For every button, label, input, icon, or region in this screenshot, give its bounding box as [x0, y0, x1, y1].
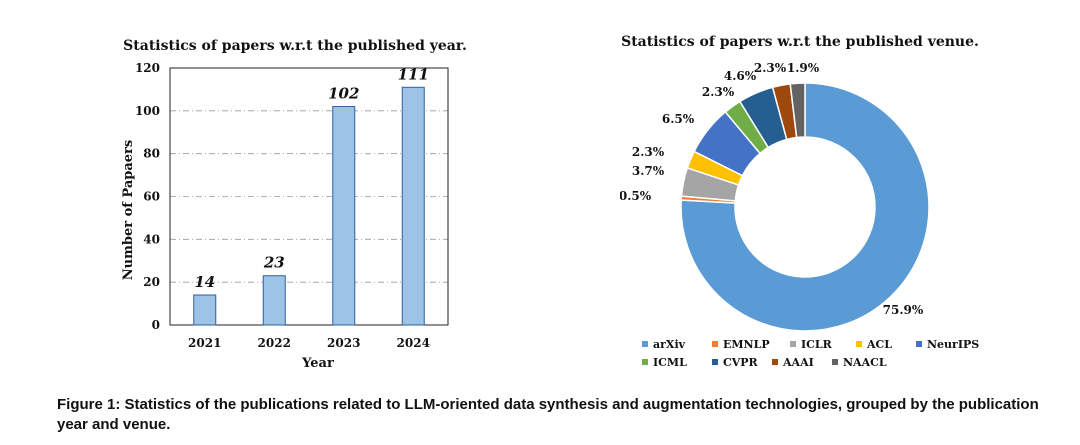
bar-plot-frame — [169, 67, 449, 326]
legend-label: EMNLP — [723, 338, 770, 351]
bar-2021 — [193, 294, 217, 326]
bar-x-ticks: 2021 2022 2023 2024 — [188, 336, 430, 350]
legend-swatch — [856, 341, 862, 347]
bar-y-tick-label: 60 — [143, 190, 160, 204]
legend-label: arXiv — [653, 338, 686, 351]
legend-item-cvpr: CVPR — [712, 356, 759, 369]
legend-swatch — [790, 341, 796, 347]
bar-chart-title: Statistics of papers w.r.t the published… — [123, 38, 467, 54]
donut-chart-title: Statistics of papers w.r.t the published… — [621, 34, 979, 50]
donut-slice-label: 0.5% — [620, 189, 652, 203]
donut-slice-label: 2.3% — [632, 145, 665, 159]
donut-slices — [680, 82, 930, 332]
legend-label: ICML — [653, 356, 687, 369]
legend-item-icml: ICML — [642, 356, 687, 369]
donut-slice-label: 2.3% — [754, 61, 787, 75]
figure-caption: Figure 1: Statistics of the publications… — [57, 396, 1039, 433]
bar-2022 — [262, 275, 286, 326]
bar-2024 — [401, 86, 425, 326]
donut-slice-label: 6.5% — [662, 112, 695, 126]
legend-label: AAAI — [782, 356, 814, 369]
legend-label: CVPR — [723, 356, 759, 369]
bar-y-tick-label: 80 — [143, 147, 160, 161]
bar-x-tick-label: 2022 — [258, 336, 291, 350]
bar-y-tick-label: 40 — [143, 232, 160, 246]
legend-swatch — [712, 341, 718, 347]
bar-data-label: 23 — [263, 254, 285, 272]
bar-x-tick-label: 2021 — [188, 336, 221, 350]
bar-data-label: 111 — [398, 65, 429, 83]
bar-2023 — [332, 106, 356, 326]
legend-item-emnlp: EMNLP — [712, 338, 770, 351]
legend-swatch — [772, 359, 778, 365]
bar-y-tick-label: 120 — [135, 61, 160, 75]
donut-slice-naacl — [789, 82, 806, 139]
legend-swatch — [712, 359, 718, 365]
legend-label: ICLR — [801, 338, 833, 351]
bar-y-tick-label: 100 — [135, 104, 160, 118]
legend-label: ACL — [866, 338, 892, 351]
donut-slice-label: 4.6% — [724, 69, 757, 83]
bar-x-tick-label: 2023 — [327, 336, 360, 350]
legend-item-neurips: NeurIPS — [916, 338, 979, 351]
bar-bars: 14 23 102 111 — [193, 65, 429, 326]
bar-y-axis-label: Number of Papaers — [121, 140, 136, 280]
bar-x-tick-label: 2024 — [397, 336, 430, 350]
bar-axes — [169, 67, 449, 326]
donut-labels: 75.9%0.5%3.7%2.3%6.5%2.3%4.6%2.3% 1.9% — [620, 61, 924, 317]
donut-slice-arxiv — [680, 82, 930, 332]
bar-x-axis-label: Year — [301, 356, 334, 371]
legend-item-naacl: NAACL — [832, 356, 887, 369]
legend-label: NAACL — [843, 356, 887, 369]
legend-swatch — [916, 341, 922, 347]
legend-item-arxiv: arXiv — [642, 338, 686, 351]
donut-slice-label: 2.3% — [702, 85, 735, 99]
legend-swatch — [642, 341, 648, 347]
bar-gridlines — [170, 110, 448, 283]
bar-data-label: 102 — [328, 85, 359, 103]
legend-swatch — [832, 359, 838, 365]
legend-item-iclr: ICLR — [790, 338, 833, 351]
bar-y-ticks: 0 20 40 60 80 100 120 — [135, 61, 160, 332]
donut-slice-label: 1.9% — [787, 61, 820, 75]
donut-chart: Statistics of papers w.r.t the published… — [620, 34, 979, 369]
donut-legend: arXiv EMNLP ICLR ACL NeurIPS ICML CVPR AAAI NAAC… — [642, 338, 979, 369]
bar-chart: Statistics of papers w.r.t the published… — [121, 38, 467, 371]
donut-slice-label: 75.9% — [883, 303, 924, 317]
bar-y-tick-label: 20 — [143, 275, 160, 289]
legend-item-aaai: AAAI — [772, 356, 814, 369]
legend-item-acl: ACL — [856, 338, 892, 351]
donut-slice-label: 3.7% — [632, 164, 665, 178]
bar-data-label: 14 — [194, 273, 215, 291]
legend-swatch — [642, 359, 648, 365]
legend-label: NeurIPS — [927, 338, 979, 351]
bar-y-tick-label: 0 — [152, 318, 160, 332]
